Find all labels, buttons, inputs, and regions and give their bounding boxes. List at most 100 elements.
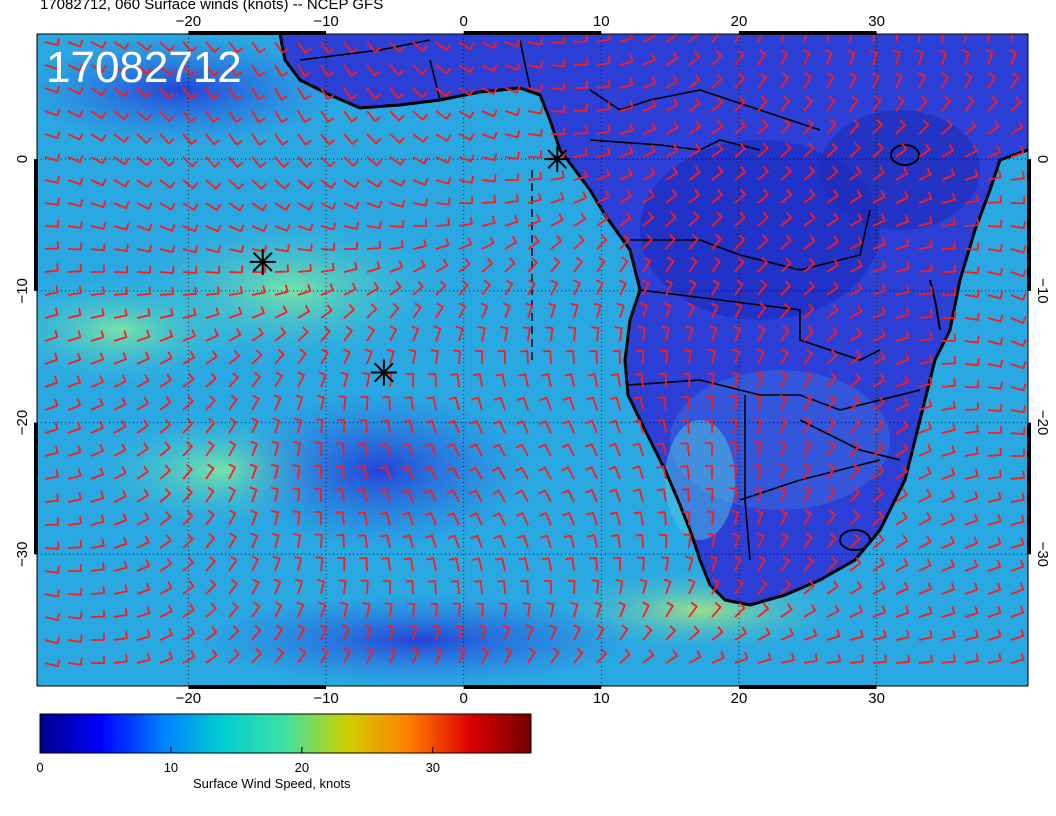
wind-barb	[711, 143, 724, 158]
wind-barb	[250, 532, 259, 549]
wind-barb	[941, 654, 956, 664]
wind-barb	[964, 468, 979, 480]
wind-barb	[113, 87, 130, 98]
wind-barb	[872, 534, 885, 549]
wind-barb	[1010, 427, 1026, 436]
wind-barb	[412, 64, 428, 76]
wind-barb	[729, 441, 738, 457]
wind-barb	[688, 74, 701, 89]
wind-barb	[504, 130, 521, 139]
wind-barb	[44, 307, 59, 319]
wind-barb	[780, 348, 789, 365]
wind-barb	[964, 119, 977, 135]
wind-barb	[205, 110, 220, 123]
wind-barb	[642, 52, 656, 66]
wind-barb	[67, 330, 82, 342]
wind-barb	[1010, 537, 1025, 549]
wind-barb	[452, 349, 461, 365]
wind-barb	[941, 630, 956, 641]
wind-barb	[872, 283, 886, 296]
wind-barb	[941, 192, 956, 204]
wind-barb	[383, 580, 391, 594]
wind-barb	[67, 87, 84, 95]
wind-barb	[293, 555, 302, 572]
wind-barb	[872, 260, 886, 273]
wind-barb	[964, 144, 978, 158]
wind-barb	[343, 201, 360, 210]
wind-barb	[1010, 514, 1025, 526]
wind-barb	[895, 214, 910, 227]
wind-barb	[757, 49, 767, 66]
wind-barb	[205, 486, 215, 503]
wind-barb	[573, 279, 581, 296]
wind-barb	[447, 420, 460, 434]
wind-barb	[941, 356, 956, 365]
wind-barb	[492, 512, 506, 526]
wind-barb	[379, 465, 391, 480]
wind-barb	[251, 179, 267, 190]
wind-barb	[705, 487, 714, 503]
wind-barb	[182, 179, 199, 190]
wind-barb	[585, 420, 598, 434]
wind-barb	[182, 395, 194, 411]
wind-barb	[987, 314, 1004, 323]
wind-barb	[941, 512, 955, 526]
wind-barb	[688, 279, 697, 296]
wind-barb	[711, 165, 724, 181]
wind-barb	[228, 349, 240, 365]
wind-barb	[182, 64, 198, 76]
wind-barb	[826, 142, 838, 158]
wind-barb	[320, 304, 333, 319]
wind-barb	[709, 555, 718, 572]
wind-barb	[826, 509, 836, 526]
wind-barb	[343, 221, 360, 230]
wind-barb	[826, 235, 839, 250]
wind-barb	[315, 418, 324, 434]
wind-barb	[711, 234, 722, 250]
wind-barb	[757, 34, 764, 43]
wind-barb	[182, 556, 194, 572]
wind-barb	[67, 199, 84, 207]
wind-barb	[518, 373, 529, 388]
wind-barb	[274, 601, 283, 618]
wind-barb	[136, 156, 153, 167]
wind-barb	[492, 466, 506, 480]
wind-barb	[734, 165, 746, 181]
wind-barb	[458, 110, 475, 119]
wind-barb	[272, 417, 281, 434]
wind-barb	[826, 580, 839, 595]
wind-barb	[251, 648, 262, 664]
wind-barb	[681, 488, 690, 503]
wind-barb	[412, 280, 424, 296]
wind-barb	[596, 234, 608, 250]
wind-barb	[113, 631, 128, 641]
wind-barb	[573, 147, 588, 158]
wind-barb	[406, 373, 415, 388]
wind-barb	[67, 421, 82, 434]
wind-barb	[872, 142, 884, 158]
wind-barb	[205, 602, 217, 618]
wind-barb	[159, 511, 172, 526]
wind-barb	[251, 41, 266, 54]
wind-barb	[251, 244, 268, 253]
wind-barb	[412, 133, 429, 143]
wind-barb	[849, 654, 864, 664]
wind-barb	[67, 375, 81, 388]
wind-barb	[251, 578, 260, 595]
wind-barb	[656, 465, 667, 480]
wind-barb	[205, 395, 216, 411]
wind-barb	[1010, 269, 1027, 278]
wind-barb	[343, 261, 358, 273]
wind-barb	[389, 110, 405, 122]
wind-barb	[136, 606, 151, 618]
wind-barb	[159, 156, 175, 167]
wind-barb	[527, 128, 543, 137]
wind-barb	[314, 511, 322, 526]
wind-barb	[619, 77, 634, 89]
wind-barb	[274, 647, 284, 664]
wind-barb	[251, 306, 265, 319]
wind-barb	[826, 629, 841, 641]
wind-barb	[711, 73, 723, 89]
wind-barb	[1010, 605, 1025, 618]
wind-barb	[780, 302, 791, 319]
